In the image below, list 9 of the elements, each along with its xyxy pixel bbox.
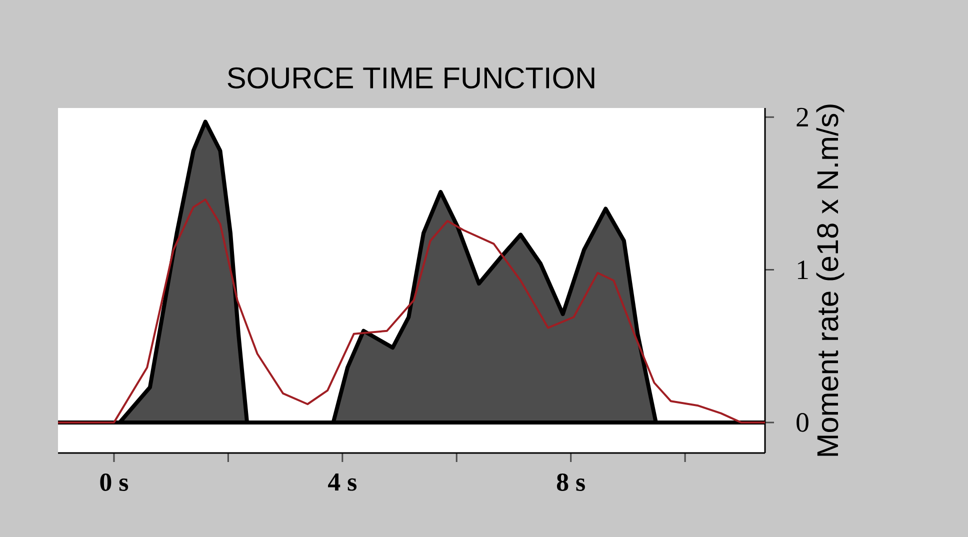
x-tick-label: 0 s	[100, 474, 128, 491]
x-tick-label: 8 s	[556, 474, 585, 491]
line-series	[58, 198, 766, 424]
x-tick-label: 4 s	[328, 474, 357, 491]
y-axis-title: Moment rate (e18 x N.m/s)	[816, 104, 844, 456]
y-tick-label: 1	[798, 260, 808, 280]
y-tick-label: 0	[796, 413, 808, 432]
y-tick-label: 2	[796, 108, 808, 126]
chart-title: SOURCE TIME FUNCTION	[228, 67, 594, 88]
